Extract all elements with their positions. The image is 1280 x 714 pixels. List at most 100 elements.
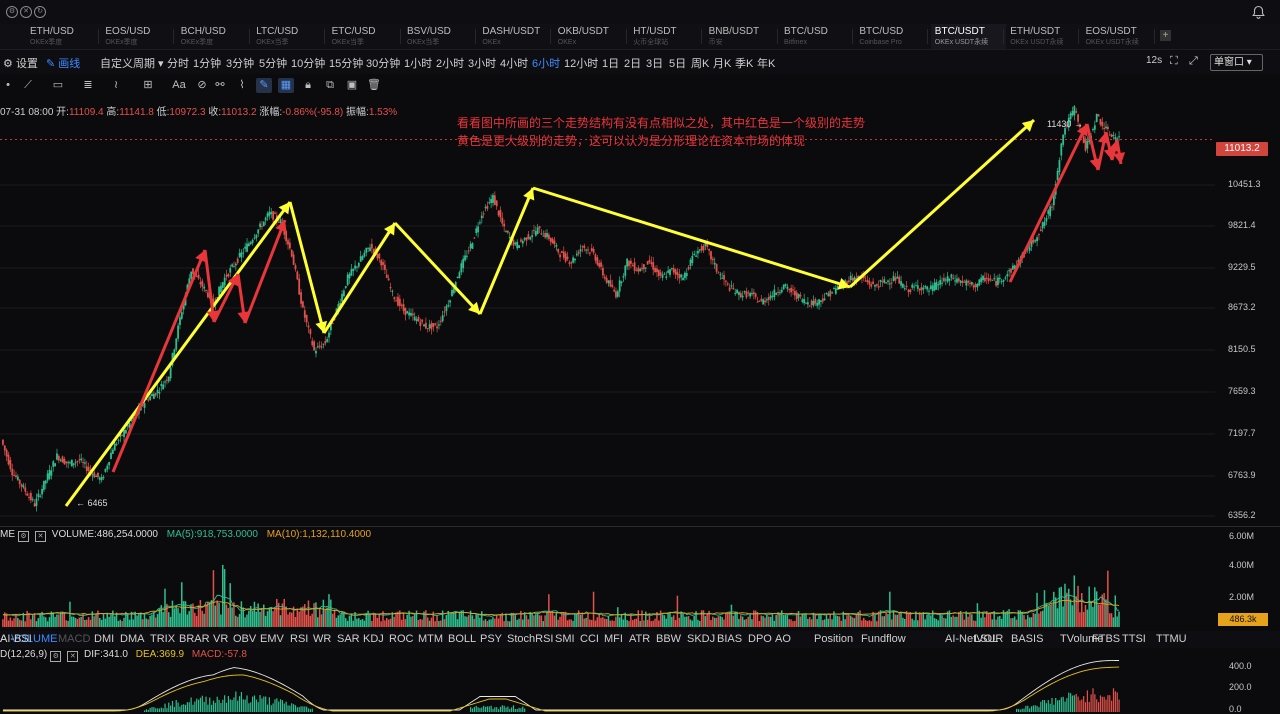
indicator-tab[interactable]: OBV xyxy=(233,633,257,645)
shape-tool-icon[interactable]: ⊘ xyxy=(197,79,207,91)
period-option[interactable]: 1小时 xyxy=(404,58,433,70)
period-option[interactable]: 1分钟 xyxy=(193,58,222,70)
draw-button[interactable]: ✎ 画线 xyxy=(46,55,80,71)
crosshair-tool-icon[interactable]: ⊞ xyxy=(143,79,153,91)
bell-icon[interactable] xyxy=(1252,5,1265,19)
pen-tool-icon[interactable]: ✎ xyxy=(256,78,272,93)
period-option[interactable]: 3分钟 xyxy=(226,58,255,70)
rect-tool-icon[interactable]: ▭ xyxy=(52,79,64,91)
indicator-tab[interactable]: MFI xyxy=(604,633,623,645)
lock-tool-icon[interactable]: 🔒︎ xyxy=(305,79,311,91)
yellow-trend-line[interactable] xyxy=(288,201,326,334)
symbol-tab[interactable]: BTC/USD Bitfinex xyxy=(780,24,855,49)
yellow-trend-line[interactable] xyxy=(393,221,482,316)
settings-box-icon[interactable]: ⚙ xyxy=(18,531,29,542)
close-box-icon[interactable]: ✕ xyxy=(35,531,46,542)
period-option[interactable]: 3小时 xyxy=(468,58,497,70)
indicator-tab-partial[interactable]: A xyxy=(0,633,8,645)
period-option[interactable]: 分时 xyxy=(167,58,189,70)
indicator-tab[interactable]: TTSI xyxy=(1122,633,1146,645)
view-mode-select[interactable]: 单窗口 ▾ xyxy=(1210,54,1263,71)
period-option[interactable]: 周K xyxy=(691,58,710,70)
indicator-tab[interactable]: BBW xyxy=(656,633,682,645)
pointer-tool-icon[interactable]: • xyxy=(6,79,10,91)
indicator-tab[interactable]: PSY xyxy=(480,633,503,645)
red-trend-line[interactable] xyxy=(243,219,287,324)
period-option[interactable]: 季K xyxy=(735,58,754,70)
indicator-tab[interactable]: AI-NetVOL xyxy=(945,633,999,645)
indicator-tab[interactable]: BRAR xyxy=(179,633,210,645)
indicator-tab[interactable]: AI-BSI xyxy=(0,633,32,645)
settings-button[interactable]: ⚙ 设置 xyxy=(3,55,38,71)
yellow-trend-line[interactable] xyxy=(848,118,1036,289)
indicator-tab[interactable]: DMI xyxy=(94,633,115,645)
period-option[interactable]: 4小时 xyxy=(500,58,529,70)
period-option[interactable]: 1日 xyxy=(602,58,620,70)
red-trend-line[interactable] xyxy=(1008,123,1089,283)
period-option[interactable]: 15分钟 xyxy=(329,58,364,70)
period-option[interactable]: 6小时 xyxy=(532,58,561,70)
indicator-tab[interactable]: ROC xyxy=(389,633,414,645)
indicator-tab[interactable]: KDJ xyxy=(363,633,384,645)
period-option[interactable]: 5分钟 xyxy=(259,58,288,70)
period-option[interactable]: 3日 xyxy=(646,58,664,70)
symbol-tab[interactable]: BTC/USDT OKEx USDT永续 xyxy=(930,24,1006,49)
indicator-tab[interactable]: StochRSI xyxy=(507,633,554,645)
period-option[interactable]: 10分钟 xyxy=(291,58,326,70)
yellow-trend-line[interactable] xyxy=(478,187,535,315)
indicator-tab[interactable]: Position xyxy=(814,633,854,645)
symbol-tab[interactable]: DASH/USDT OKEx xyxy=(478,24,553,49)
ruler-tool-icon[interactable]: ⌇ xyxy=(239,79,245,91)
close-circle-icon[interactable]: ✕ xyxy=(20,6,32,18)
delete-tool-icon[interactable]: 🗑︎ xyxy=(367,79,381,91)
volume-chart[interactable] xyxy=(0,527,1280,630)
refresh-interval[interactable]: 12s xyxy=(1146,55,1163,66)
indicator-tab[interactable]: TTMU xyxy=(1156,633,1187,645)
period-option[interactable]: 2日 xyxy=(624,58,642,70)
symbol-tab[interactable]: ETH/USDT OKEx USDT永续 xyxy=(1006,24,1081,49)
period-option[interactable]: 30分钟 xyxy=(366,58,401,70)
symbol-tab[interactable]: BTC/USD Coinbase Pro xyxy=(855,24,930,49)
symbol-tab[interactable]: BSV/USD OKEx当季 xyxy=(403,24,478,49)
settings-circle-icon[interactable]: ⚙ xyxy=(6,6,18,18)
indicator-tab[interactable]: DMA xyxy=(120,633,145,645)
symbol-tab[interactable]: EOS/USDT OKEx USDT永续 xyxy=(1082,24,1157,49)
period-option[interactable]: 12小时 xyxy=(564,58,599,70)
indicator-tab[interactable]: BIAS xyxy=(717,633,743,645)
indicator-tab[interactable]: VR xyxy=(213,633,229,645)
indicator-tab[interactable]: LSUR xyxy=(974,633,1004,645)
period-option[interactable]: 2小时 xyxy=(436,58,465,70)
image-tool-icon[interactable]: ▣ xyxy=(346,79,358,91)
price-chart[interactable] xyxy=(0,102,1280,526)
symbol-tab[interactable]: EOS/USD OKEx季度 xyxy=(101,24,176,49)
custom-period-dropdown[interactable]: 自定义周期 ▾ xyxy=(100,58,164,70)
indicator-tab[interactable]: FTBS xyxy=(1092,633,1121,645)
indicator-tab[interactable]: BASIS xyxy=(1011,633,1044,645)
indicator-tab[interactable]: WR xyxy=(313,633,332,645)
red-trend-line[interactable] xyxy=(111,249,207,473)
fullscreen-icon[interactable]: ⛶ xyxy=(1170,55,1178,67)
symbol-tab[interactable]: BCH/USD OKEx季度 xyxy=(177,24,252,49)
indicator-tab[interactable]: ATR xyxy=(629,633,651,645)
period-option[interactable]: 月K xyxy=(713,58,732,70)
indicator-tab[interactable]: EMV xyxy=(260,633,284,645)
indicator-tab[interactable]: MACD xyxy=(58,633,91,645)
expand-icon[interactable]: ⤢ xyxy=(1189,55,1198,67)
period-option[interactable]: 年K xyxy=(757,58,776,70)
text-tool-icon[interactable]: Aa xyxy=(172,79,186,91)
red-trend-line[interactable] xyxy=(203,249,216,323)
indicator-tab[interactable]: TRIX xyxy=(150,633,176,645)
copy-tool-icon[interactable]: ⧉ xyxy=(326,79,334,91)
symbol-tab[interactable]: ETH/USD OKEx季度 xyxy=(26,24,101,49)
parallel-tool-icon[interactable]: ≣ xyxy=(83,79,93,91)
period-option[interactable]: 5日 xyxy=(669,58,687,70)
refresh-circle-icon[interactable]: ↻ xyxy=(34,6,46,18)
symbol-tab[interactable]: ETC/USD OKEx当季 xyxy=(328,24,403,49)
indicator-tab[interactable]: SKDJ xyxy=(687,633,716,645)
indicator-tab[interactable]: Fundflow xyxy=(861,633,906,645)
indicator-tab[interactable]: SMI xyxy=(555,633,575,645)
indicator-tab[interactable]: DPO xyxy=(748,633,772,645)
indicator-tab[interactable]: VOLUME xyxy=(11,633,58,645)
indicator-tab[interactable]: AO xyxy=(775,633,791,645)
indicator-tab[interactable]: CCI xyxy=(580,633,599,645)
